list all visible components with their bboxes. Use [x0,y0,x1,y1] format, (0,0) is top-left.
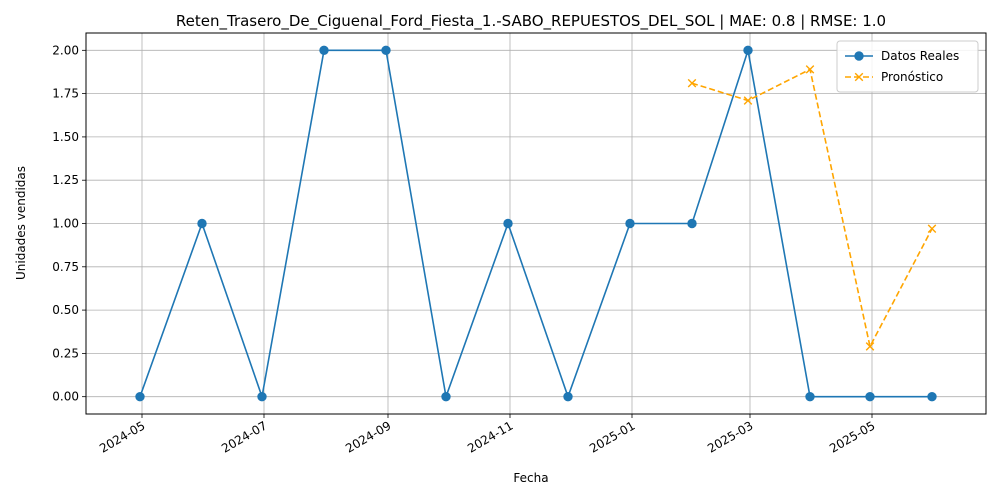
chart-title: Reten_Trasero_De_Ciguenal_Ford_Fiesta_1.… [176,12,886,31]
y-axis-ticks: 0.00 0.25 0.50 0.75 1.00 1.25 1.50 1.75 2.00 [52,43,86,404]
y-tick-label: 1.75 [52,87,79,101]
legend-label: Datos Reales [881,49,959,63]
x-axis-title: Fecha [513,471,548,485]
data-point-circle [687,218,697,229]
data-point-x [927,224,937,233]
data-point-circle [503,218,513,229]
series-layer [135,45,937,402]
data-point-x [805,65,815,74]
data-point-circle [135,391,145,402]
series-forecast [687,65,937,351]
data-point-circle [805,391,815,402]
y-tick-label: 1.50 [52,130,79,144]
data-point-circle [441,391,451,402]
y-tick-label: 1.00 [52,217,79,231]
y-axis-title: Unidades vendidas [14,166,28,280]
grid-lines [86,33,986,414]
legend-marker [854,72,864,82]
data-point-circle [743,45,753,56]
y-tick-label: 1.25 [52,173,79,187]
data-point-circle [197,218,207,229]
data-point-x [743,96,753,105]
data-point-circle [563,391,573,402]
y-tick-label: 0.00 [52,390,79,404]
data-point-circle [865,391,875,402]
data-point-circle [257,391,267,402]
series-actual [135,45,937,402]
legend: Datos Reales Pronóstico [836,40,979,93]
legend-box [836,40,979,93]
series-line [139,49,932,400]
legend-label: Pronóstico [881,70,943,84]
y-tick-label: 2.00 [52,43,79,57]
y-tick-label: 0.25 [52,346,79,360]
data-point-circle [625,218,635,229]
data-point-x [865,342,875,351]
data-point-circle [319,45,329,56]
data-point-circle [927,391,937,402]
data-point-circle [381,45,391,56]
y-tick-label: 0.50 [52,303,79,317]
y-tick-label: 0.75 [52,260,79,274]
legend-marker [854,51,864,61]
data-point-x [687,78,697,88]
